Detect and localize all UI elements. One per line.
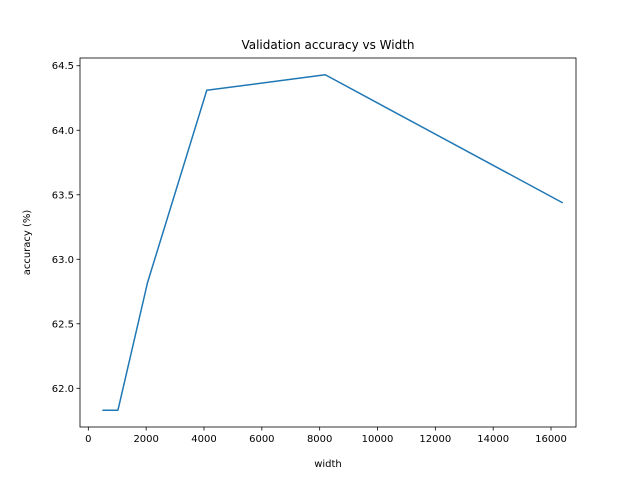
x-tick-label: 4000 (191, 434, 216, 445)
x-axis: 0 2000 4000 6000 8000 10000 12000 14000 16000 (85, 427, 567, 445)
y-axis-label: accuracy (%) (22, 210, 33, 276)
y-tick-label: 64.0 (52, 126, 74, 137)
y-tick-label: 62.0 (52, 384, 74, 395)
x-tick-label: 16000 (535, 434, 567, 445)
y-axis: 62.0 62.5 63.0 63.5 64.0 64.5 (52, 61, 80, 395)
chart-title: Validation accuracy vs Width (241, 38, 414, 52)
x-tick-label: 8000 (307, 434, 332, 445)
plot-area (102, 74, 564, 411)
x-tick-label: 10000 (362, 434, 394, 445)
x-tick-label: 0 (85, 434, 91, 445)
x-tick-label: 2000 (133, 434, 158, 445)
y-tick-label: 63.5 (52, 190, 74, 201)
series-line (102, 74, 564, 411)
y-tick-label: 64.5 (52, 61, 74, 72)
x-tick-label: 12000 (419, 434, 451, 445)
x-axis-label: width (314, 459, 342, 470)
axes-frame (79, 57, 577, 428)
y-tick-label: 62.5 (52, 319, 74, 330)
x-tick-label: 6000 (249, 434, 274, 445)
y-tick-label: 63.0 (52, 255, 74, 266)
x-tick-label: 14000 (477, 434, 509, 445)
